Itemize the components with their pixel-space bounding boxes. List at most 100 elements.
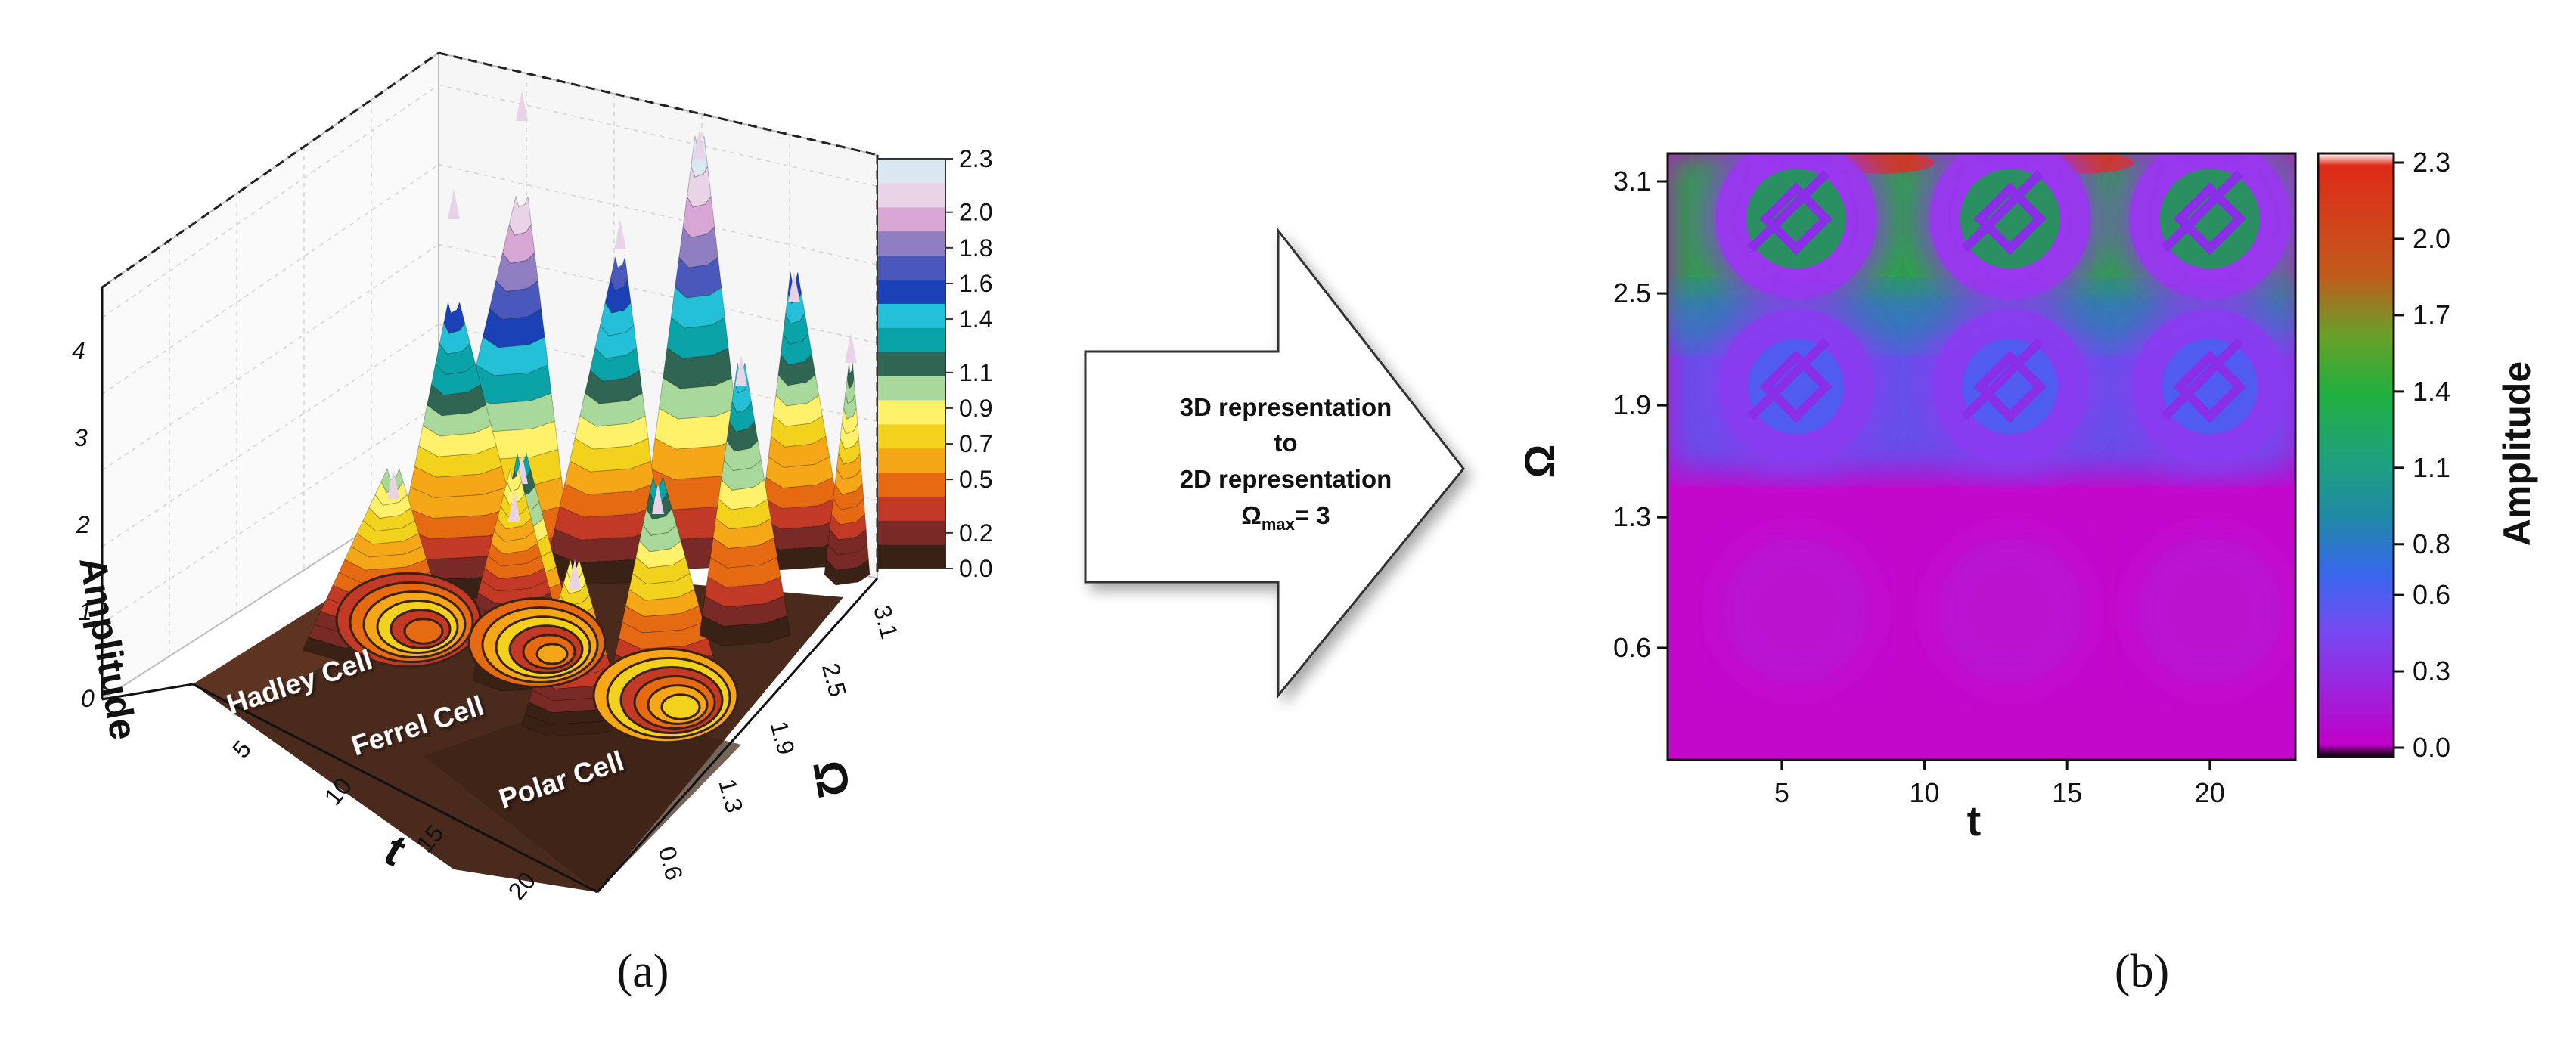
colorbar-b-tick-label: 2.0: [2413, 223, 2450, 254]
t-tick-label-b: 10: [1910, 777, 1940, 808]
equals-value: = 3: [1295, 501, 1330, 529]
colorbar-a-band: [877, 327, 945, 352]
surface-cell-swirl: [660, 693, 701, 720]
surface-band: [610, 256, 628, 291]
heatmap-vortices: [1705, 153, 2295, 690]
z-tick-label: 2: [76, 511, 90, 538]
colorbar-b-tick-label: 2.3: [2413, 147, 2450, 178]
z-tick-label: 3: [74, 424, 88, 451]
surface-band: [443, 301, 466, 334]
colorbar-a-band: [877, 472, 945, 497]
colorbar-b-label: Amplitude: [2496, 361, 2538, 546]
z-tick-label: 4: [72, 337, 85, 364]
heatmap-vortex: [1919, 153, 2101, 310]
colorbar-a-band: [877, 231, 945, 256]
colorbar-a-band: [877, 496, 945, 521]
surface-peak-tip: [694, 129, 706, 159]
t-tick-label-b: 20: [2195, 777, 2225, 808]
surface-peak-tip: [652, 484, 664, 514]
surface-peak-tip: [735, 355, 747, 386]
heatmap-vortex: [1930, 531, 2090, 690]
omega-axis-label: Ω: [803, 757, 859, 801]
surface-cell-swirl: [403, 618, 444, 645]
surface-peak-tip: [448, 189, 460, 219]
omega-tick-label-b: 0.6: [1613, 632, 1651, 663]
surface-peak-tip: [569, 559, 581, 590]
colorbar-a-tick-label: 1.8: [959, 234, 992, 262]
heatmap-vortex: [1709, 299, 1883, 474]
heatmap-vortex: [2122, 299, 2295, 474]
transition-arrow: 3D representation to 2D representation Ω…: [1084, 227, 1465, 699]
t-axis-label-b: t: [1967, 797, 1982, 844]
arrow-text-line3: 2D representation: [1180, 465, 1392, 493]
heatmap-vortex: [2130, 531, 2289, 690]
colorbar-a-band: [877, 423, 945, 449]
colorbar-a: [877, 158, 946, 569]
colorbar-b-tick-label: 0.8: [2413, 528, 2450, 559]
panel-b-heatmap: 5 10 15 20 0.6 1.3 1.9 2.5 3.1 t Ω 0.0 0.3 0.6 0.8…: [1516, 147, 2538, 844]
floor-axes: [101, 287, 879, 894]
arrow-text-line1: 3D representation: [1180, 393, 1392, 421]
colorbar-b-tick-label: 0.0: [2413, 732, 2450, 763]
colorbar-a-band: [877, 159, 945, 184]
omega-tick-label-b: 1.9: [1613, 389, 1651, 420]
caption-a: (a): [617, 946, 669, 997]
colorbar-a-tick-label: 2.0: [959, 199, 992, 226]
heatmap-vortex: [2118, 153, 2295, 310]
colorbar-b-tick-label: 0.3: [2413, 655, 2450, 686]
surface-peak-tip: [614, 219, 626, 249]
omega-axis-label-b: Ω: [1516, 445, 1563, 479]
omega-tick-label: 3.1: [868, 603, 903, 642]
colorbar-a-tick-label: 1.4: [959, 305, 992, 333]
colorbar-b-tick-label: 1.4: [2413, 376, 2450, 407]
colorbar-a-band: [877, 182, 945, 208]
surface-cell-swirl: [535, 643, 569, 665]
heatmap-vortex: [1923, 299, 2097, 474]
surface-peak-tip: [788, 272, 800, 302]
omega-tick-label: 2.5: [817, 660, 852, 699]
colorbar-a-tick-label: 0.2: [959, 519, 992, 547]
colorbar-a-tick-label: 1.1: [959, 359, 992, 386]
surface-peak-tip: [516, 91, 528, 121]
z-tick-label: 1: [79, 598, 92, 625]
colorbar-b-tick-label: 1.1: [2413, 452, 2450, 483]
omega-axis-ticks-b: 0.6 1.3 1.9 2.5 3.1: [1613, 166, 1668, 663]
colorbar-b-ticks: 0.0 0.3 0.6 0.8 1.1 1.4 1.7 2.0 2.3: [2394, 147, 2450, 763]
colorbar-b: [2317, 152, 2395, 758]
heatmap-vortex: [1716, 531, 1876, 690]
surface-band: [507, 467, 523, 493]
surface-peak-tip: [387, 469, 399, 499]
colorbar-a-tick-label: 1.6: [959, 270, 992, 297]
heatmap-frame: [1666, 152, 2297, 761]
colorbar-a-band: [877, 375, 945, 401]
colorbar-a-tick-label: 0.5: [959, 466, 992, 493]
surface-peak-tip: [508, 491, 520, 522]
colorbar-a-band: [877, 352, 945, 376]
colorbar-b-tick-label: 1.7: [2413, 299, 2450, 330]
omega-tick-label: 0.6: [653, 844, 688, 883]
caption-b: (b): [2115, 946, 2169, 997]
z-axis-ticks: 0 1 2 3 4: [72, 337, 95, 712]
arrow-text-line4: Ωmax= 3: [1241, 501, 1330, 534]
t-axis-ticks-b: 5 10 15 20: [1774, 760, 2225, 808]
t-axis-label: t: [379, 823, 413, 877]
arrow-text-line2: to: [1274, 429, 1297, 457]
arrow-shape: [1084, 227, 1465, 699]
surface-peak-tip: [845, 333, 857, 363]
colorbar-a-tick-label: 0.7: [959, 430, 992, 457]
max-subscript: max: [1262, 515, 1296, 534]
colorbar-a-tick-label: 0.0: [959, 555, 992, 582]
surface-peaks: [302, 91, 871, 744]
t-tick-label-b: 5: [1774, 777, 1789, 808]
colorbar-a-band: [877, 303, 945, 328]
colorbar-a-band: [877, 206, 945, 232]
colorbar-a-band: [877, 399, 945, 425]
colorbar-a-band: [877, 544, 945, 569]
colorbar-a-tick-label: 0.9: [959, 395, 992, 422]
colorbar-a-band: [877, 448, 945, 473]
colorbar-a-ticks: 0.0 0.2 0.5 0.7 0.9 1.1 1.4 1.6 1.8 2.0 2.3: [945, 145, 992, 582]
colorbar-a-band: [877, 255, 945, 280]
colorbar-a-tick-label: 2.3: [959, 145, 992, 172]
